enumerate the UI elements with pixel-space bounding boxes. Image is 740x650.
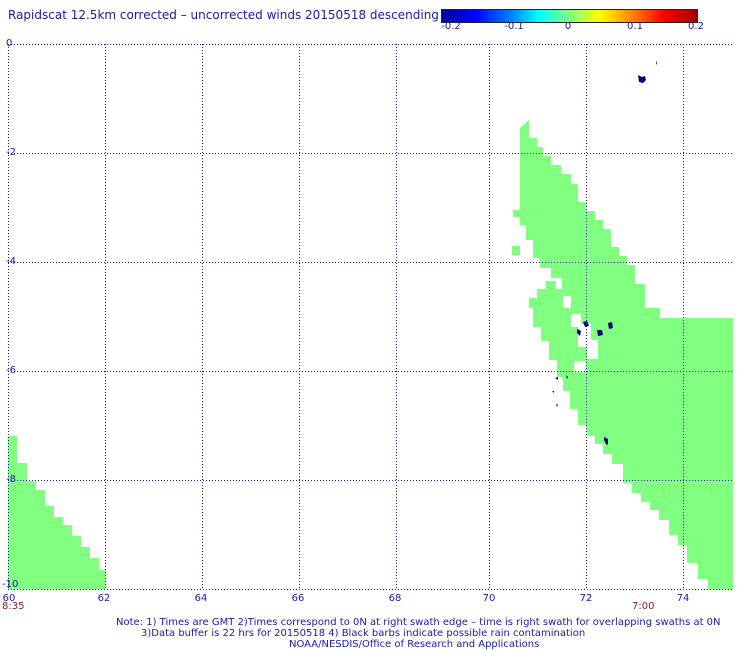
- x-tick-label: 72: [579, 593, 593, 604]
- y-tick-label: -2: [6, 147, 16, 158]
- colorbar-tick-label: 0.1: [627, 21, 643, 32]
- y-tick-label: -6: [6, 365, 16, 376]
- x-tick-label: 62: [97, 593, 111, 604]
- map-title: Rapidscat 12.5km corrected – uncorrected…: [8, 8, 439, 22]
- land-islands: [552, 61, 657, 445]
- colorbar-tick-label: 0.2: [688, 21, 704, 32]
- colorbar-tick-label: -0.1: [504, 21, 524, 32]
- swath-left: [8, 436, 106, 589]
- note-line-3: NOAA/NESDIS/Office of Research and Appli…: [289, 639, 540, 650]
- swath-right: [512, 120, 733, 589]
- y-tick-label: -10: [2, 579, 19, 590]
- x-tick-label: 70: [482, 593, 496, 604]
- swath-time-left: 8:35: [2, 601, 25, 612]
- colorbar-tick-label: 0: [564, 21, 572, 32]
- x-tick-label: 60: [2, 593, 16, 604]
- y-tick-label: -4: [6, 256, 16, 267]
- y-tick-label: 0: [6, 38, 13, 49]
- x-tick-label: 64: [194, 593, 208, 604]
- note-line-1: Note: 1) Times are GMT 2)Times correspon…: [116, 617, 721, 628]
- map-grid: [8, 44, 733, 590]
- x-tick-label: 68: [388, 593, 402, 604]
- colorbar: [441, 9, 698, 23]
- y-tick-label: -8: [6, 474, 16, 485]
- swath-time-right: 7:00: [632, 601, 655, 612]
- wind-map: [8, 44, 733, 590]
- colorbar-tick-label: -0.2: [441, 21, 461, 32]
- x-tick-label: 74: [676, 593, 690, 604]
- note-line-2: 3)Data buffer is 22 hrs for 20150518 4) …: [141, 628, 586, 639]
- x-tick-label: 66: [291, 593, 305, 604]
